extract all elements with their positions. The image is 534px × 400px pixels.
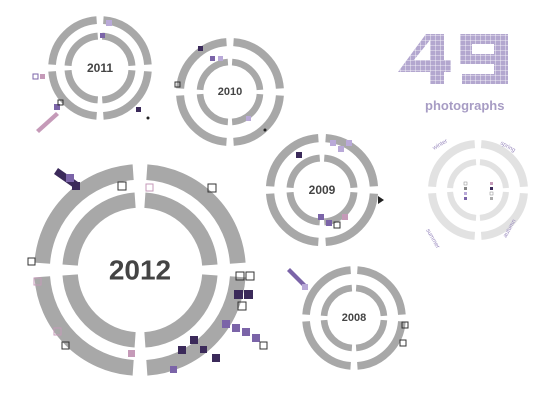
ring-segment bbox=[356, 266, 406, 316]
ring-segment bbox=[302, 320, 352, 370]
markers-2008 bbox=[287, 268, 409, 347]
ring-segment bbox=[144, 192, 218, 266]
markers-2010 bbox=[174, 46, 267, 132]
count-number: 49 bbox=[454, 59, 456, 61]
ring-segment bbox=[233, 95, 284, 146]
ring-segment bbox=[325, 193, 379, 247]
ring-segment bbox=[480, 140, 528, 188]
photo-markers bbox=[27, 20, 409, 373]
ring-segment bbox=[479, 191, 509, 221]
ring-segment bbox=[286, 154, 321, 189]
count-caption: photographs bbox=[425, 98, 504, 113]
ring-segment bbox=[64, 69, 99, 104]
year-wheel-2011: 2011 bbox=[48, 16, 152, 120]
ring-segment bbox=[101, 32, 136, 67]
ring-segment bbox=[102, 70, 152, 120]
ring-segment bbox=[64, 32, 99, 67]
year-label: 2008 bbox=[342, 312, 366, 324]
ring-segment bbox=[320, 284, 353, 317]
year-wheel-2010: 2010 bbox=[176, 38, 284, 146]
legend-key bbox=[463, 181, 494, 200]
ring-segment bbox=[479, 159, 509, 189]
ring-segment bbox=[144, 274, 218, 348]
markers-2009 bbox=[296, 140, 384, 229]
ring-segment bbox=[480, 192, 528, 240]
season-label-summer: summer bbox=[424, 228, 440, 250]
markers-2011 bbox=[32, 20, 150, 133]
ring-segment bbox=[355, 284, 388, 317]
count-number-graphic bbox=[398, 34, 508, 84]
ring-segment bbox=[196, 93, 229, 126]
ring-segment bbox=[196, 58, 229, 91]
ring-segment bbox=[62, 192, 136, 266]
year-label: 2011 bbox=[87, 61, 113, 75]
legend-wheel: winter spring summer autumn bbox=[424, 139, 528, 250]
ring-segment bbox=[323, 154, 358, 189]
ring-segment bbox=[102, 16, 152, 66]
ring-segment bbox=[233, 38, 284, 89]
ring-segment bbox=[320, 319, 353, 352]
ring-segment bbox=[176, 38, 227, 89]
year-label: 2012 bbox=[109, 255, 171, 286]
year-label: 2009 bbox=[309, 183, 336, 197]
ring-segment bbox=[286, 191, 321, 226]
ring-segment bbox=[48, 16, 98, 66]
ring-segment bbox=[34, 164, 134, 264]
ring-segment bbox=[146, 164, 246, 264]
ring-segment bbox=[48, 70, 98, 120]
ring-segment bbox=[447, 191, 477, 221]
ring-segment bbox=[325, 133, 379, 187]
ring-segment bbox=[176, 95, 227, 146]
ring-segment bbox=[265, 133, 319, 187]
ring-segment bbox=[428, 140, 476, 188]
photo-count-title: 49 photographs bbox=[398, 34, 508, 113]
ring-segment bbox=[62, 274, 136, 348]
ring-segment bbox=[265, 193, 319, 247]
ring-segment bbox=[447, 159, 477, 189]
ring-segment bbox=[101, 69, 136, 104]
year-wheel-2012: 2012 bbox=[34, 164, 246, 376]
ring-segment bbox=[231, 58, 264, 91]
season-label-winter: winter bbox=[431, 139, 449, 153]
ring-segment bbox=[231, 93, 264, 126]
ring-segment bbox=[34, 276, 134, 376]
ring-segment bbox=[302, 266, 352, 316]
ring-segment bbox=[355, 319, 388, 352]
ring-segment bbox=[356, 320, 406, 370]
year-wheel-2008: 2008 bbox=[302, 266, 406, 370]
year-label: 2010 bbox=[218, 86, 242, 98]
year-wheel-2009: 2009 bbox=[265, 133, 379, 247]
markers-2012 bbox=[27, 168, 268, 373]
ring-segment bbox=[428, 192, 476, 240]
